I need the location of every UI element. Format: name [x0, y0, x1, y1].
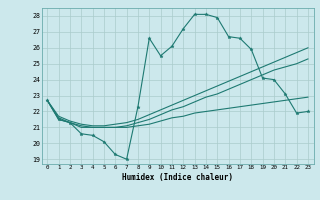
X-axis label: Humidex (Indice chaleur): Humidex (Indice chaleur)	[122, 173, 233, 182]
